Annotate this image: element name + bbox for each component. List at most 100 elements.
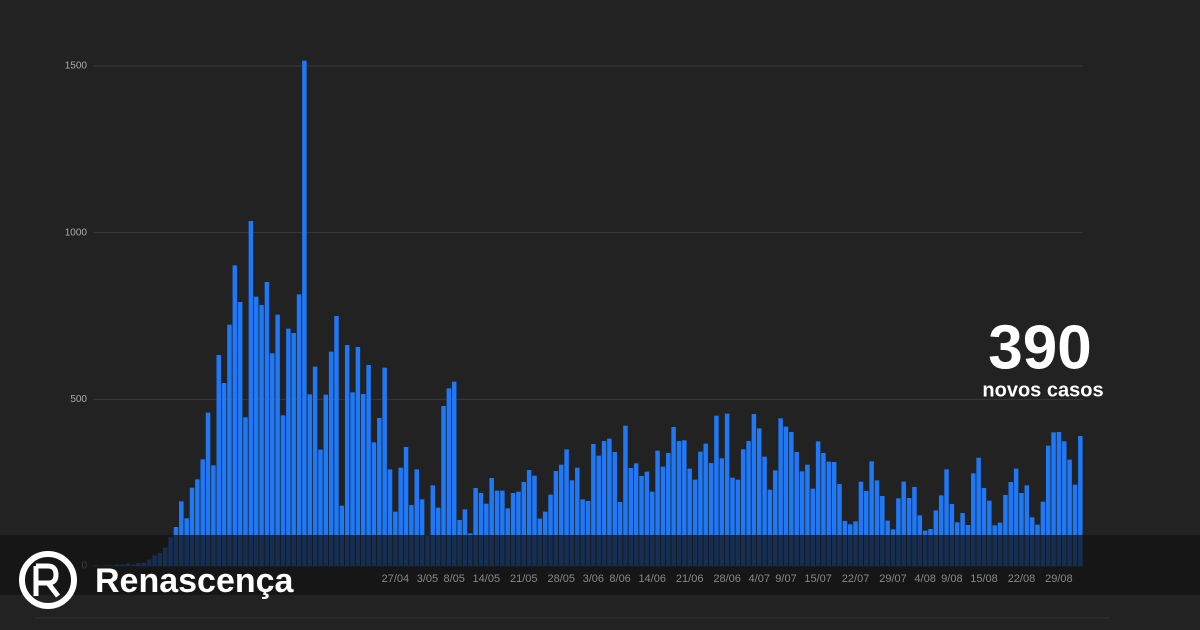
bar [275, 314, 280, 566]
bar [628, 468, 634, 566]
bar [494, 490, 500, 566]
bar [302, 60, 307, 567]
x-tick-label: 4/08 [914, 573, 935, 585]
bar [585, 501, 591, 566]
bar [200, 459, 205, 566]
bar [1013, 468, 1019, 566]
bar [403, 447, 409, 566]
bar [532, 475, 537, 566]
bar [189, 487, 195, 566]
bar [564, 449, 569, 566]
bar [216, 355, 222, 566]
bar [221, 383, 227, 566]
bar [767, 489, 773, 566]
x-tick-label: 21/06 [676, 573, 704, 585]
bar [601, 441, 607, 566]
bar [671, 427, 676, 566]
bar [971, 473, 976, 566]
bar [526, 470, 532, 566]
bar [446, 388, 452, 566]
x-tick-label: 8/05 [444, 573, 465, 585]
bar [607, 438, 612, 566]
bar [901, 481, 906, 566]
bar [296, 294, 302, 566]
x-tick-label: 4/07 [749, 573, 770, 585]
bar [1040, 501, 1046, 566]
bar [633, 463, 639, 566]
x-tick-label: 28/05 [547, 573, 575, 585]
bar [789, 432, 794, 566]
bar [783, 426, 789, 566]
x-tick-label: 8/06 [609, 573, 630, 585]
bar [1062, 441, 1067, 566]
bar [580, 499, 585, 566]
y-tick-label: 1000 [65, 227, 88, 238]
bar [617, 502, 623, 566]
bar [371, 442, 377, 566]
x-tick-label: 29/08 [1045, 573, 1073, 585]
bar [1072, 484, 1078, 566]
bar [489, 478, 494, 566]
bar [510, 493, 516, 566]
bar [553, 471, 559, 566]
bar [837, 484, 842, 566]
bar [1045, 445, 1051, 566]
bar [912, 487, 917, 566]
bar [1067, 459, 1072, 566]
bar [227, 324, 232, 566]
bar [575, 467, 580, 566]
bar [794, 452, 799, 566]
bar [253, 296, 259, 566]
x-tick-label: 28/06 [713, 573, 741, 585]
y-tick-label: 1500 [65, 61, 88, 72]
bar [676, 441, 682, 566]
bar [687, 468, 692, 566]
bar [976, 457, 981, 566]
bar [548, 494, 553, 566]
bar [826, 461, 832, 566]
x-tick-label: 9/08 [941, 573, 962, 585]
bar [869, 461, 874, 566]
bar [414, 469, 420, 566]
bar [569, 480, 575, 566]
logo-icon [19, 551, 77, 609]
bar [740, 449, 746, 566]
bar [243, 417, 248, 566]
bar [195, 479, 200, 566]
bar [419, 499, 425, 566]
bar [719, 458, 725, 566]
x-tick-label: 14/06 [638, 573, 666, 585]
bar [1078, 436, 1083, 566]
annotation-value: 390 [988, 313, 1091, 382]
bar [286, 328, 291, 566]
bar [328, 351, 334, 566]
bar [521, 482, 527, 566]
bar [312, 366, 318, 566]
y-tick-label: 500 [70, 394, 87, 405]
bar [714, 415, 719, 566]
x-tick-label: 3/05 [417, 573, 438, 585]
bar [735, 479, 741, 566]
bar [858, 481, 864, 566]
bar [205, 412, 211, 566]
annotation-text: novos casos [982, 379, 1103, 401]
bar [591, 444, 596, 566]
bar [896, 498, 901, 566]
bar [355, 347, 361, 566]
x-tick-label: 27/04 [382, 573, 410, 585]
bar [864, 491, 869, 566]
bar [639, 476, 644, 566]
bar [778, 418, 783, 566]
x-tick-label: 15/07 [804, 573, 832, 585]
bar [987, 500, 992, 566]
bar [350, 392, 355, 566]
bar [756, 428, 762, 566]
bar [318, 449, 323, 566]
x-tick-label: 14/05 [473, 573, 501, 585]
bar [344, 345, 350, 566]
bar [280, 415, 286, 566]
bar [1051, 432, 1056, 566]
bar [874, 480, 880, 566]
